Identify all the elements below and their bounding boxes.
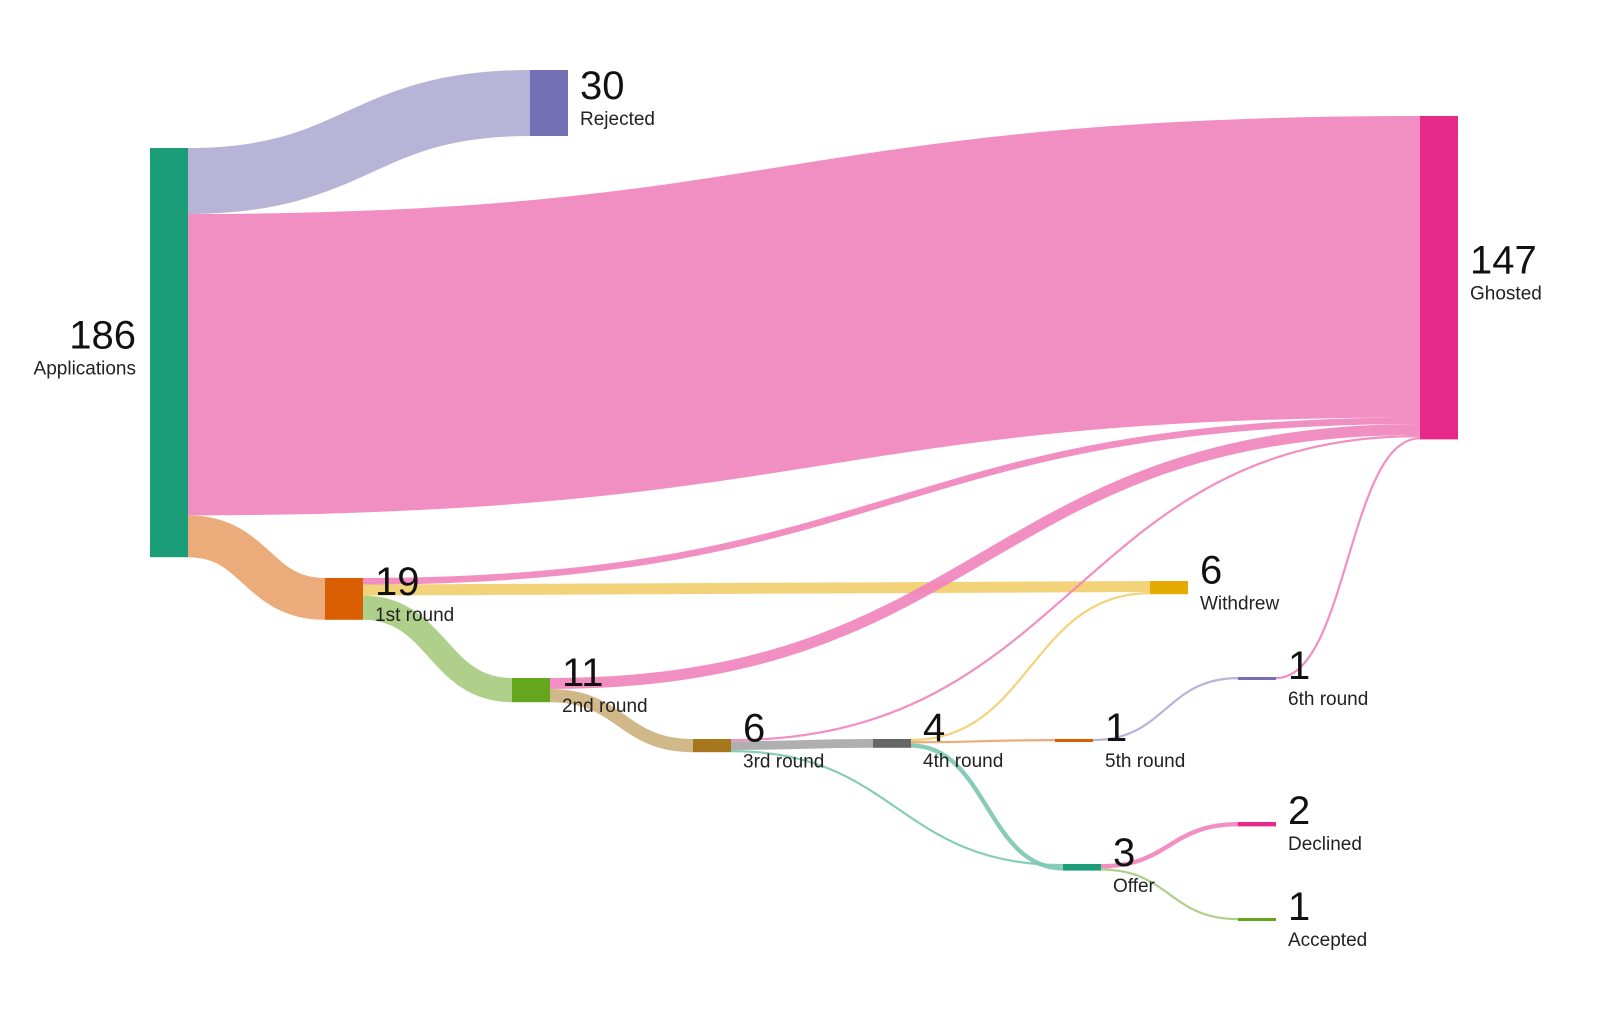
node-value-round3: 6 xyxy=(743,707,765,751)
node-round6 xyxy=(1238,677,1276,680)
node-value-declined: 2 xyxy=(1288,789,1310,833)
link-round4-to-offer xyxy=(910,743,1064,871)
node-round5 xyxy=(1055,739,1093,742)
node-offer xyxy=(1063,864,1101,871)
node-label-round5: 5th round xyxy=(1105,751,1185,772)
node-label-round2: 2nd round xyxy=(562,696,648,717)
node-rejected xyxy=(530,70,568,136)
node-value-round4: 4 xyxy=(923,706,945,750)
link-round4-to-withdrew xyxy=(910,592,1151,742)
node-label-accepted: Accepted xyxy=(1288,930,1367,951)
link-round1-to-round2 xyxy=(362,595,513,703)
node-withdrew xyxy=(1150,581,1188,595)
node-declined xyxy=(1238,822,1276,827)
node-value-offer: 3 xyxy=(1113,831,1135,875)
link-applications-to-round1 xyxy=(186,515,327,620)
link-round4-to-round5 xyxy=(910,739,1056,744)
node-value-rejected: 30 xyxy=(580,64,625,108)
link-round2-to-round3 xyxy=(549,689,694,753)
node-value-round6: 1 xyxy=(1288,644,1310,688)
node-label-ghosted: Ghosted xyxy=(1470,284,1542,305)
node-value-ghosted: 147 xyxy=(1470,239,1537,283)
link-applications-to-rejected xyxy=(187,70,531,214)
node-ghosted xyxy=(1420,116,1458,440)
node-value-round5: 1 xyxy=(1105,706,1127,750)
node-value-round1: 19 xyxy=(375,560,420,604)
node-value-accepted: 1 xyxy=(1288,885,1310,929)
node-accepted xyxy=(1238,918,1276,921)
node-round2 xyxy=(512,678,550,703)
node-label-round6: 6th round xyxy=(1288,689,1368,710)
link-round3-to-round4 xyxy=(730,739,874,750)
link-offer-to-declined xyxy=(1100,822,1239,869)
node-label-round1: 1st round xyxy=(375,605,454,626)
node-label-round3: 3rd round xyxy=(743,752,824,773)
node-label-round4: 4th round xyxy=(923,751,1003,772)
node-round3 xyxy=(693,739,731,753)
link-offer-to-accepted xyxy=(1100,868,1239,921)
node-value-round2: 11 xyxy=(562,651,604,695)
node-label-offer: Offer xyxy=(1113,876,1156,897)
sankey-links xyxy=(186,70,1421,921)
node-round4 xyxy=(873,739,911,748)
link-round2-to-ghosted xyxy=(549,424,1421,689)
node-applications xyxy=(150,148,188,558)
node-label-rejected: Rejected xyxy=(580,109,655,130)
sankey-nodes xyxy=(150,70,1458,921)
link-round3-to-offer xyxy=(730,750,1064,867)
node-label-withdrew: Withdrew xyxy=(1200,594,1279,615)
link-round6-to-ghosted xyxy=(1275,437,1421,680)
node-value-applications: 186 xyxy=(69,314,136,358)
link-round3-to-ghosted xyxy=(730,435,1421,742)
node-round1 xyxy=(325,578,363,620)
link-round1-to-withdrew xyxy=(362,581,1151,596)
link-round5-to-round6 xyxy=(1092,677,1239,742)
node-value-withdrew: 6 xyxy=(1200,549,1222,593)
link-applications-to-ghosted xyxy=(187,116,1421,516)
node-label-declined: Declined xyxy=(1288,834,1362,855)
node-label-applications: Applications xyxy=(34,359,136,380)
link-round1-to-ghosted xyxy=(362,417,1421,585)
